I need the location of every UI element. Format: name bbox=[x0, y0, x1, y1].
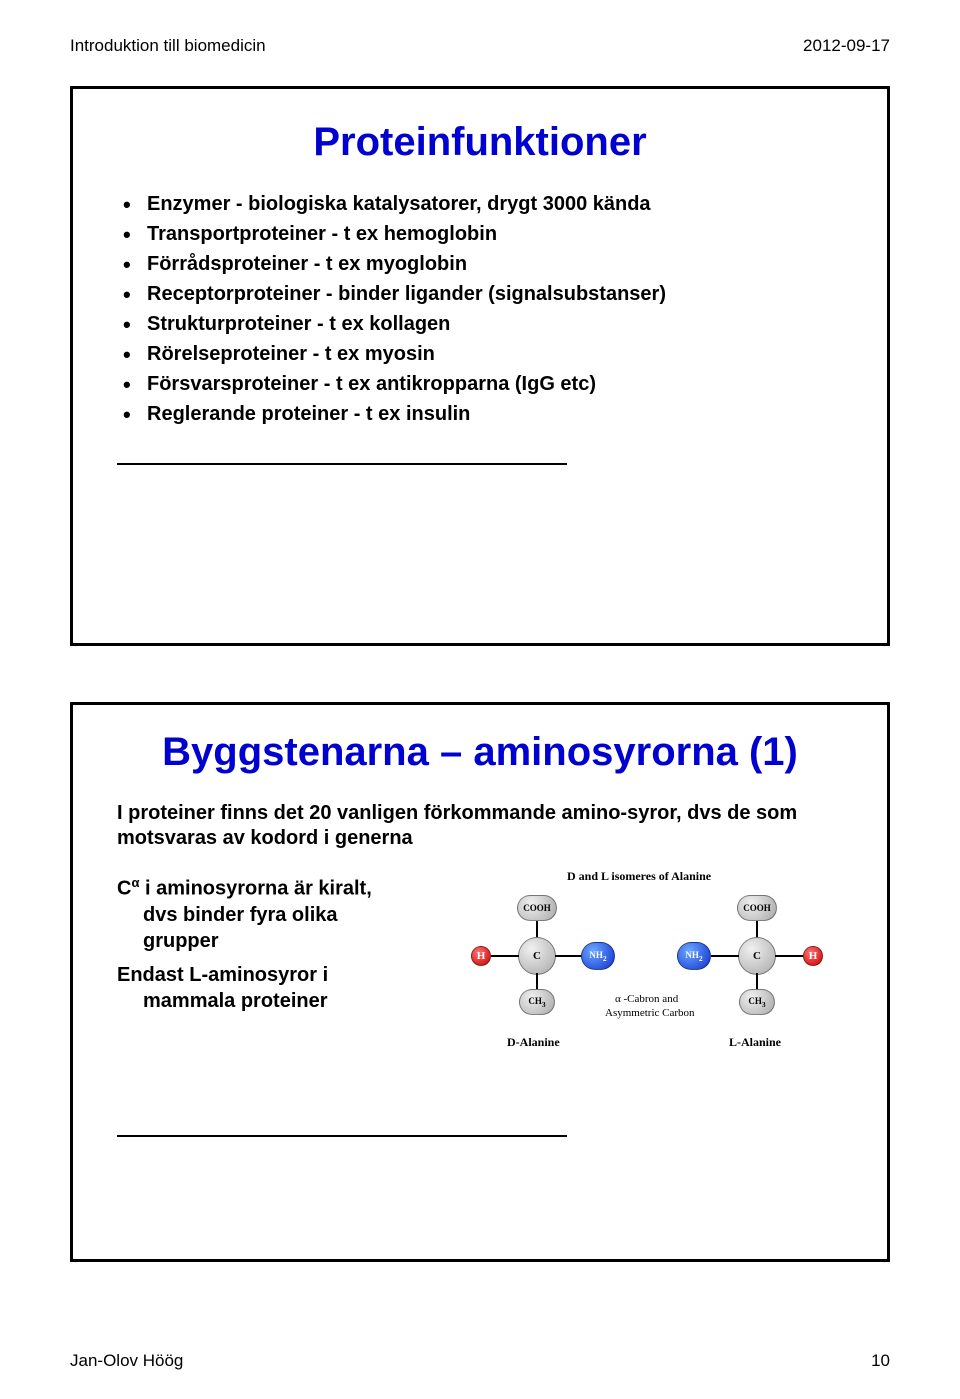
label-alpha2: Asymmetric Carbon bbox=[605, 1007, 695, 1019]
bullet-item: Förrådsproteiner - t ex myoglobin bbox=[123, 251, 843, 277]
label-h-r: H bbox=[809, 950, 818, 962]
label-c-r: C bbox=[753, 950, 761, 962]
bond bbox=[555, 955, 583, 957]
label-l-alanine: L-Alanine bbox=[729, 1035, 781, 1050]
label-ch3-l: CH3 bbox=[528, 996, 545, 1009]
label-nh2-l: NH2 bbox=[589, 950, 606, 963]
slide1-title: Proteinfunktioner bbox=[117, 119, 843, 165]
left-l1-post: i aminosyrorna är kiralt, bbox=[139, 878, 371, 900]
bullet-item: Reglerande proteiner - t ex insulin bbox=[123, 401, 843, 427]
atom-h-left: H bbox=[471, 946, 491, 966]
bullet-item: Transportproteiner - t ex hemoglobin bbox=[123, 221, 843, 247]
atom-h-right: H bbox=[803, 946, 823, 966]
slide1-inner: Proteinfunktioner Enzymer - biologiska k… bbox=[117, 119, 843, 465]
slide2-rule bbox=[117, 1135, 567, 1137]
slide1-bullets: Enzymer - biologiska katalysatorer, dryg… bbox=[117, 191, 843, 427]
left-l5: mammala proteiner bbox=[117, 988, 437, 1014]
footer-left: Jan-Olov Höög bbox=[70, 1351, 183, 1371]
slide2-intro: I proteiner finns det 20 vanligen förkom… bbox=[117, 801, 843, 851]
label-alpha1: α -Cabron and bbox=[615, 993, 678, 1005]
bullet-item: Rörelseproteiner - t ex myosin bbox=[123, 341, 843, 367]
page-header: Introduktion till biomedicin 2012-09-17 bbox=[70, 36, 890, 56]
left-l4: Endast L-aminosyror i bbox=[117, 962, 437, 988]
atom-ch3-left: CH3 bbox=[519, 989, 555, 1015]
bullet-item: Receptorproteiner - binder ligander (sig… bbox=[123, 281, 843, 307]
slide2-inner: Byggstenarna – aminosyrorna (1) I protei… bbox=[117, 729, 843, 1137]
alanine-diagram: D and L isomeres of Alanine COOH C bbox=[457, 875, 843, 1105]
label-cooh-l: COOH bbox=[523, 903, 551, 913]
label-nh2-r: NH2 bbox=[685, 950, 702, 963]
bond bbox=[711, 955, 739, 957]
bullet-item: Enzymer - biologiska katalysatorer, dryg… bbox=[123, 191, 843, 217]
page-footer: Jan-Olov Höög 10 bbox=[70, 1351, 890, 1371]
slide-byggstenarna: Byggstenarna – aminosyrorna (1) I protei… bbox=[70, 702, 890, 1262]
label-d-alanine: D-Alanine bbox=[507, 1035, 560, 1050]
atom-c-right: C bbox=[738, 937, 776, 975]
bullet-item: Försvarsproteiner - t ex antikropparna (… bbox=[123, 371, 843, 397]
diagram-heading: D and L isomeres of Alanine bbox=[567, 869, 711, 884]
page: Introduktion till biomedicin 2012-09-17 … bbox=[0, 0, 960, 1399]
slide2-left-text: Cα i aminosyrorna är kiralt, dvs binder … bbox=[117, 875, 437, 1014]
atom-cooh-left: COOH bbox=[517, 895, 557, 921]
left-l1-pre: C bbox=[117, 878, 131, 900]
bullet-item: Strukturproteiner - t ex kollagen bbox=[123, 311, 843, 337]
label-cooh-r: COOH bbox=[743, 903, 771, 913]
atom-cooh-right: COOH bbox=[737, 895, 777, 921]
atom-c-left: C bbox=[518, 937, 556, 975]
footer-right: 10 bbox=[871, 1351, 890, 1371]
bond bbox=[491, 955, 519, 957]
slide-proteinfunktioner: Proteinfunktioner Enzymer - biologiska k… bbox=[70, 86, 890, 646]
header-left: Introduktion till biomedicin bbox=[70, 36, 266, 56]
label-h-l: H bbox=[477, 950, 486, 962]
left-l3: grupper bbox=[117, 928, 437, 954]
atom-nh2-left: NH2 bbox=[581, 942, 615, 970]
atom-nh2-right: NH2 bbox=[677, 942, 711, 970]
slide1-rule bbox=[117, 463, 567, 465]
label-c-l: C bbox=[533, 950, 541, 962]
atom-ch3-right: CH3 bbox=[739, 989, 775, 1015]
label-ch3-r: CH3 bbox=[748, 996, 765, 1009]
bond bbox=[775, 955, 803, 957]
left-l2: dvs binder fyra olika bbox=[117, 902, 437, 928]
slide2-title: Byggstenarna – aminosyrorna (1) bbox=[117, 729, 843, 775]
slide2-row: Cα i aminosyrorna är kiralt, dvs binder … bbox=[117, 875, 843, 1105]
header-right: 2012-09-17 bbox=[803, 36, 890, 56]
